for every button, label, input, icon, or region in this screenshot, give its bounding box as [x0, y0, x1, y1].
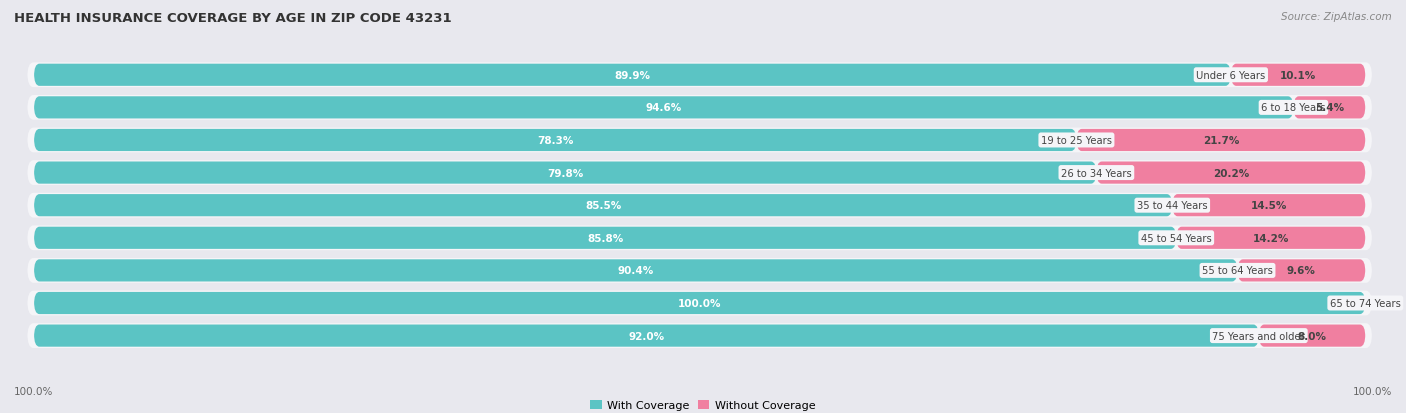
FancyBboxPatch shape	[27, 63, 1372, 88]
FancyBboxPatch shape	[34, 130, 1077, 152]
FancyBboxPatch shape	[1097, 162, 1365, 184]
Text: 78.3%: 78.3%	[537, 135, 574, 146]
FancyBboxPatch shape	[34, 325, 1258, 347]
FancyBboxPatch shape	[27, 291, 1372, 316]
FancyBboxPatch shape	[27, 259, 1372, 283]
FancyBboxPatch shape	[1294, 97, 1365, 119]
Legend: With Coverage, Without Coverage: With Coverage, Without Coverage	[586, 395, 820, 413]
FancyBboxPatch shape	[1258, 325, 1365, 347]
Text: 14.5%: 14.5%	[1250, 201, 1286, 211]
FancyBboxPatch shape	[34, 227, 1177, 249]
Text: 75 Years and older: 75 Years and older	[1212, 331, 1305, 341]
Text: 6 to 18 Years: 6 to 18 Years	[1261, 103, 1326, 113]
Text: 10.1%: 10.1%	[1279, 71, 1316, 81]
FancyBboxPatch shape	[27, 128, 1372, 153]
Text: 89.9%: 89.9%	[614, 71, 651, 81]
Text: 5.4%: 5.4%	[1315, 103, 1344, 113]
FancyBboxPatch shape	[27, 226, 1372, 251]
Text: Source: ZipAtlas.com: Source: ZipAtlas.com	[1281, 12, 1392, 22]
FancyBboxPatch shape	[34, 162, 1097, 184]
Text: 92.0%: 92.0%	[628, 331, 665, 341]
Text: 79.8%: 79.8%	[547, 168, 583, 178]
FancyBboxPatch shape	[1077, 130, 1365, 152]
Text: 55 to 64 Years: 55 to 64 Years	[1202, 266, 1272, 276]
Text: HEALTH INSURANCE COVERAGE BY AGE IN ZIP CODE 43231: HEALTH INSURANCE COVERAGE BY AGE IN ZIP …	[14, 12, 451, 25]
FancyBboxPatch shape	[1230, 64, 1365, 87]
Text: 9.6%: 9.6%	[1286, 266, 1316, 276]
Text: 21.7%: 21.7%	[1202, 135, 1239, 146]
Text: Under 6 Years: Under 6 Years	[1197, 71, 1265, 81]
FancyBboxPatch shape	[27, 96, 1372, 121]
Text: 85.8%: 85.8%	[588, 233, 623, 243]
Text: 14.2%: 14.2%	[1253, 233, 1289, 243]
Text: 26 to 34 Years: 26 to 34 Years	[1062, 168, 1132, 178]
FancyBboxPatch shape	[34, 292, 1365, 314]
FancyBboxPatch shape	[34, 97, 1294, 119]
Text: 100.0%: 100.0%	[14, 387, 53, 396]
Text: 100.0%: 100.0%	[1353, 387, 1392, 396]
FancyBboxPatch shape	[27, 193, 1372, 218]
Text: 85.5%: 85.5%	[585, 201, 621, 211]
FancyBboxPatch shape	[1237, 260, 1365, 282]
Text: 35 to 44 Years: 35 to 44 Years	[1137, 201, 1208, 211]
FancyBboxPatch shape	[1177, 227, 1365, 249]
Text: 94.6%: 94.6%	[645, 103, 682, 113]
FancyBboxPatch shape	[34, 260, 1237, 282]
Text: 20.2%: 20.2%	[1213, 168, 1249, 178]
FancyBboxPatch shape	[1173, 195, 1365, 217]
Text: 19 to 25 Years: 19 to 25 Years	[1040, 135, 1112, 146]
Text: 65 to 74 Years: 65 to 74 Years	[1330, 298, 1400, 308]
FancyBboxPatch shape	[27, 161, 1372, 185]
FancyBboxPatch shape	[27, 323, 1372, 348]
Text: 90.4%: 90.4%	[617, 266, 654, 276]
FancyBboxPatch shape	[34, 195, 1173, 217]
Text: 45 to 54 Years: 45 to 54 Years	[1140, 233, 1212, 243]
FancyBboxPatch shape	[34, 64, 1230, 87]
Text: 8.0%: 8.0%	[1298, 331, 1327, 341]
Text: 100.0%: 100.0%	[678, 298, 721, 308]
